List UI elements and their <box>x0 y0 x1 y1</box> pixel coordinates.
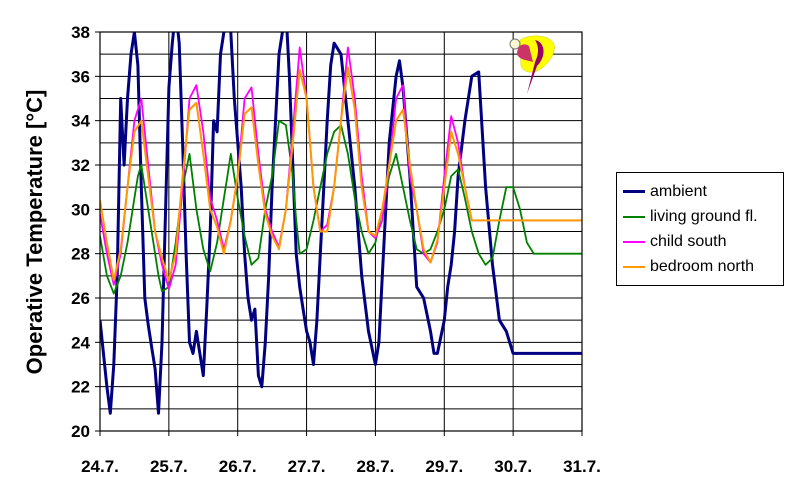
legend-label: ambient <box>650 182 707 200</box>
legend-item: child south <box>623 229 777 254</box>
series-layer <box>100 32 582 415</box>
x-tick-label: 30.7. <box>494 457 532 476</box>
y-axis-ticks: 20 22 24 26 28 30 32 34 36 38 <box>71 23 100 441</box>
x-tick-label: 25.7. <box>150 457 188 476</box>
y-tick-label: 24 <box>71 333 90 352</box>
x-tick-label: 24.7. <box>81 457 119 476</box>
y-axis-label: Operative Temperature [°C] <box>22 90 47 375</box>
logo-icon <box>509 35 555 94</box>
series-line-bedroom-north <box>100 66 582 282</box>
y-tick-label: 30 <box>71 200 90 219</box>
legend-label: bedroom north <box>650 257 755 275</box>
y-tick-label: 26 <box>71 289 90 308</box>
legend-swatch <box>623 190 645 193</box>
legend-item: bedroom north <box>623 254 777 279</box>
y-tick-label: 22 <box>71 378 90 397</box>
y-tick-label: 36 <box>71 67 90 86</box>
plot-frame <box>99 31 583 432</box>
series-line-child-south <box>100 46 582 291</box>
x-tick-label: 27.7. <box>288 457 326 476</box>
axes <box>99 31 583 432</box>
x-tick-label: 29.7. <box>425 457 463 476</box>
x-axis-ticks: 24.7. 25.7. 26.7. 27.7. 28.7. 29.7. 30.7. 31.7. <box>81 431 601 476</box>
legend-swatch <box>623 265 645 268</box>
y-tick-label: 28 <box>71 245 90 264</box>
legend-label: child south <box>650 232 727 250</box>
grid-lines <box>99 31 583 432</box>
y-tick-label: 20 <box>71 422 90 441</box>
legend-item: ambient <box>623 179 777 204</box>
y-tick-label: 32 <box>71 156 90 175</box>
x-tick-label: 31.7. <box>563 457 601 476</box>
legend-swatch <box>623 240 645 243</box>
legend-swatch <box>623 215 645 218</box>
series-line-ambient <box>100 32 582 415</box>
legend-item: living ground fl. <box>623 204 777 229</box>
x-tick-label: 28.7. <box>357 457 395 476</box>
legend-label: living ground fl. <box>650 207 758 225</box>
legend: ambient living ground fl. child south bedro… <box>616 172 784 286</box>
y-tick-label: 38 <box>71 23 90 42</box>
y-tick-label: 34 <box>71 112 90 131</box>
x-tick-label: 26.7. <box>219 457 257 476</box>
